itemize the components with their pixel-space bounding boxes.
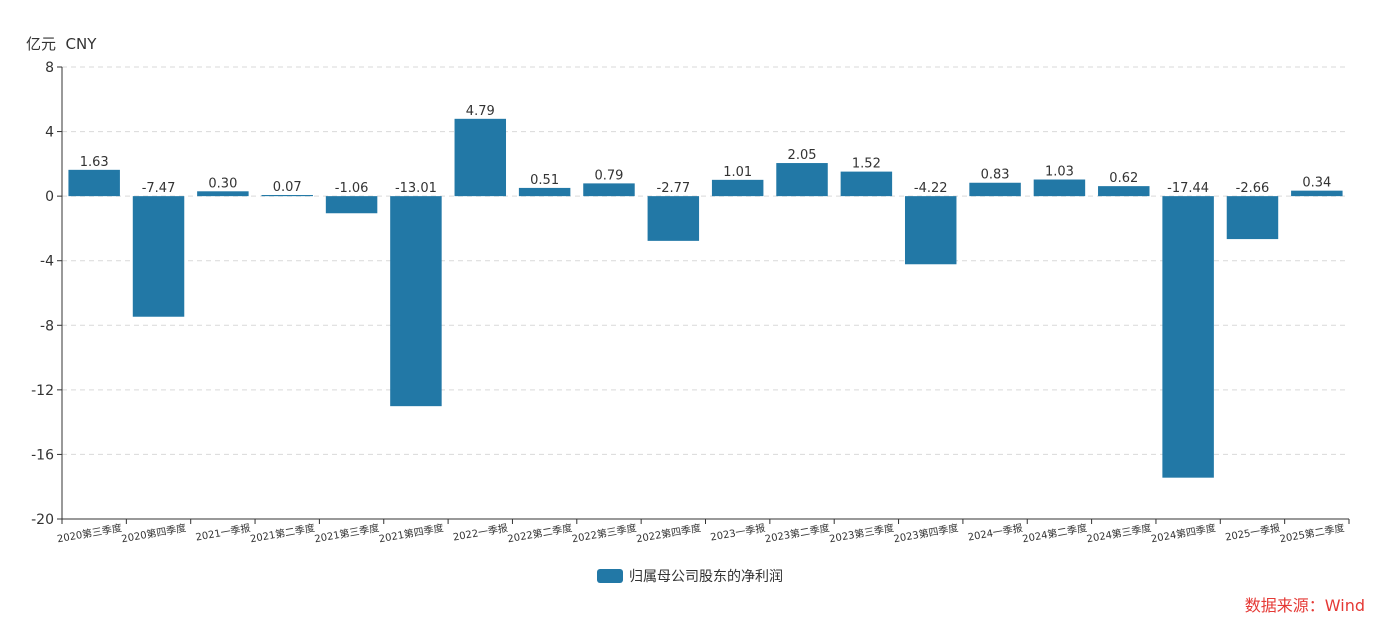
bar-value-label: 1.01 (723, 165, 752, 180)
x-tick-label: 2022一季报 (452, 521, 509, 543)
x-tick-label: 2021第四季度 (378, 521, 445, 545)
bar-value-label: 0.51 (530, 173, 559, 188)
bar-value-label: 1.63 (80, 155, 109, 170)
bar-value-label: -4.22 (914, 181, 948, 196)
bar (969, 182, 1021, 197)
x-tick-label: 2023第二季度 (764, 521, 831, 545)
x-tick-label: 2021第二季度 (249, 521, 316, 545)
bar-value-label: -17.44 (1167, 181, 1209, 196)
x-tick-label: 2025第二季度 (1279, 521, 1346, 545)
bar-value-label: -2.66 (1236, 181, 1270, 196)
bar (647, 196, 700, 241)
bar (132, 196, 185, 317)
bar-value-label: 1.52 (852, 157, 881, 172)
bar-value-label: 2.05 (788, 148, 817, 163)
bar (711, 179, 764, 197)
bar-value-label: 0.34 (1302, 176, 1331, 191)
y-tick-label: 4 (45, 125, 54, 141)
bar-value-label: 0.83 (981, 168, 1010, 183)
bar-value-label: -1.06 (335, 181, 369, 196)
bar-value-label: -13.01 (395, 181, 437, 196)
x-tick-label: 2020第三季度 (56, 521, 123, 545)
x-tick-label: 2020第四季度 (120, 521, 187, 545)
x-tick-label: 2024第二季度 (1021, 521, 1088, 545)
x-tick-label: 2022第四季度 (635, 521, 702, 545)
y-tick-label: 8 (45, 60, 54, 76)
y-tick-label: 0 (45, 189, 54, 205)
bar (518, 187, 571, 197)
bar (1291, 190, 1343, 197)
y-axis-unit-label: 亿元 CNY (26, 35, 97, 53)
y-tick-label: -4 (40, 254, 54, 270)
legend-label: 归属母公司股东的净利润 (629, 569, 783, 585)
legend-swatch (597, 569, 623, 583)
bar-value-label: -2.77 (657, 181, 691, 196)
x-tick-label: 2021一季报 (195, 521, 252, 543)
x-tick-label: 2024第四季度 (1150, 521, 1217, 545)
x-tick-label: 2025一季报 (1224, 521, 1281, 543)
y-tick-label: -20 (31, 512, 54, 528)
x-tick-label: 2021第三季度 (313, 521, 380, 545)
legend[interactable]: 归属母公司股东的净利润 (597, 566, 783, 586)
bar-value-label: 1.03 (1045, 165, 1074, 180)
y-tick-label: -8 (40, 318, 54, 334)
bar-value-label: 0.07 (273, 180, 302, 195)
bar (68, 169, 120, 197)
bar (776, 163, 828, 197)
data-source-label: 数据来源：Wind (1244, 596, 1365, 615)
x-tick-label: 2023第三季度 (828, 521, 895, 545)
bar (1226, 196, 1279, 240)
bar (261, 195, 313, 197)
bar-value-label: 0.79 (594, 168, 623, 183)
bar (325, 196, 378, 214)
bar (904, 196, 957, 265)
bar (390, 196, 442, 407)
x-tick-label: 2024一季报 (967, 521, 1024, 543)
x-tick-label: 2023第四季度 (893, 521, 960, 545)
bar (197, 191, 249, 197)
x-tick-label: 2022第三季度 (571, 521, 638, 545)
y-tick-label: -16 (31, 447, 54, 463)
x-tick-label: 2022第二季度 (506, 521, 573, 545)
bar (454, 118, 507, 197)
bar-value-label: 0.30 (208, 176, 237, 191)
bar (840, 171, 893, 197)
bar-value-label: 0.62 (1109, 171, 1138, 186)
bar (583, 183, 635, 197)
x-tick-label: 2023一季报 (709, 521, 766, 543)
bar-value-label: 4.79 (466, 104, 495, 119)
x-tick-label: 2024第三季度 (1086, 521, 1153, 545)
y-tick-label: -12 (31, 383, 54, 399)
bar (1162, 196, 1214, 478)
bar (1033, 179, 1086, 197)
bar-value-label: -7.47 (142, 181, 176, 196)
bar (1098, 186, 1150, 197)
